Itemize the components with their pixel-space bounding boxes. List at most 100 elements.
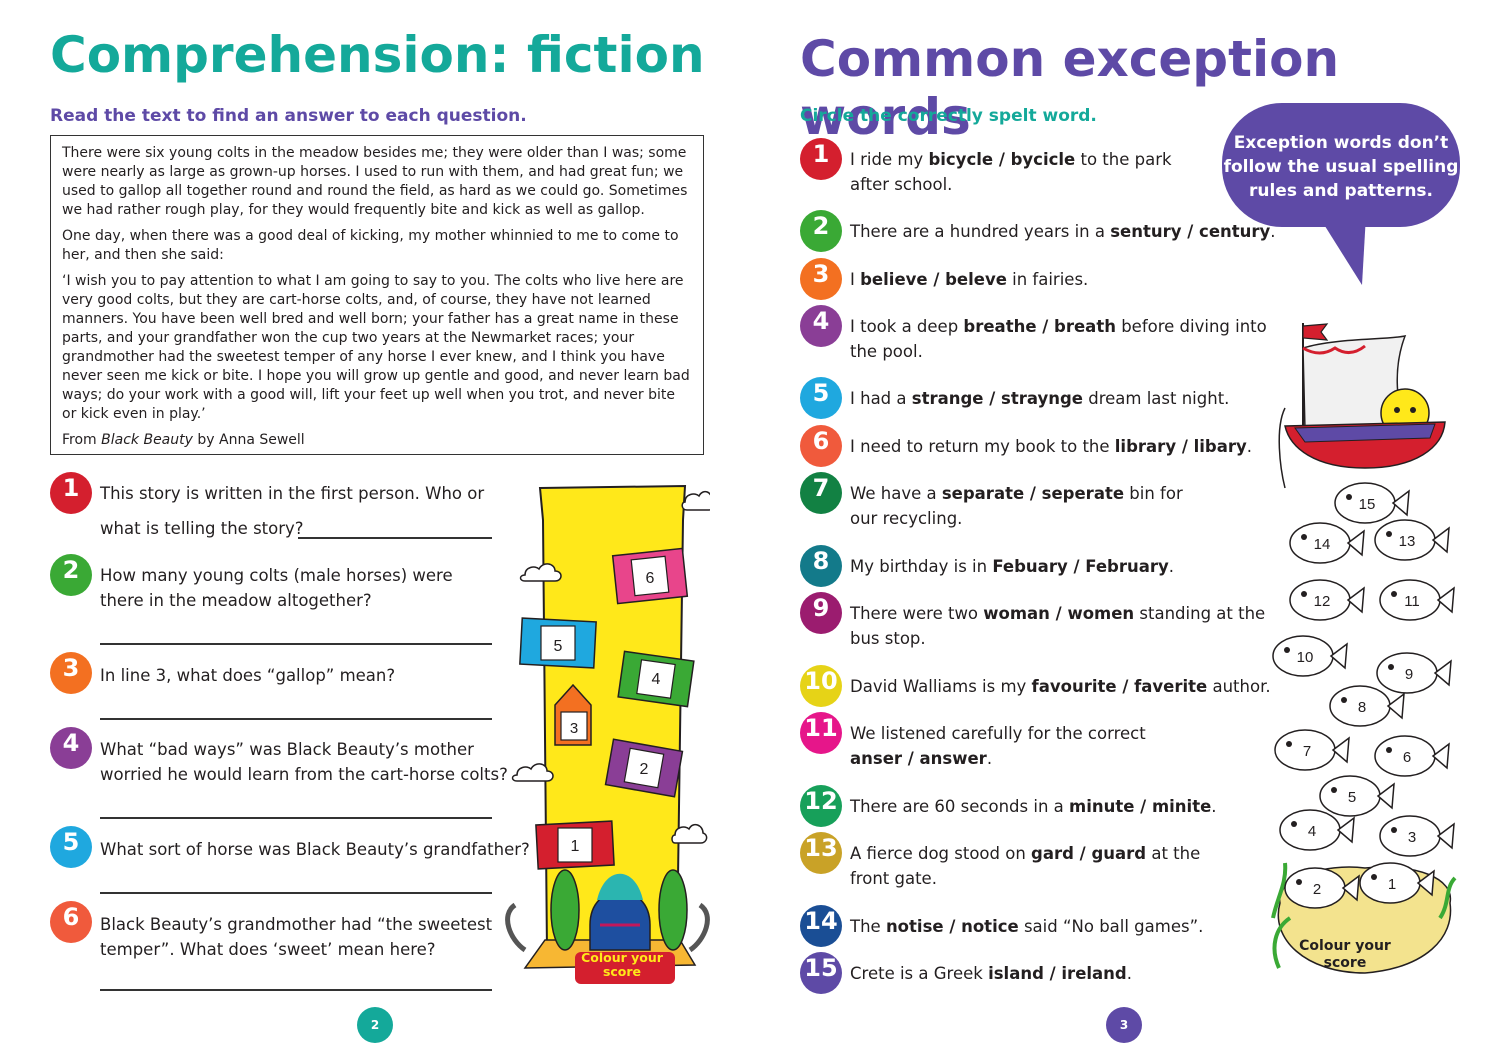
instruction-right: Circle the correctly spelt word. xyxy=(800,106,1097,126)
item-number-badge: 5 xyxy=(800,377,842,419)
fish-number: 14 xyxy=(1314,536,1331,553)
word-option[interactable]: gard xyxy=(1031,844,1074,863)
exception-word-sentence-cont: after school. xyxy=(850,175,953,194)
answer-line[interactable] xyxy=(100,643,492,645)
item-number-badge: 6 xyxy=(800,425,842,467)
exception-word-sentence: Crete is a Greek island / ireland. xyxy=(850,964,1132,983)
fish-score-icon[interactable]: 3 xyxy=(1379,815,1455,857)
answer-line[interactable] xyxy=(100,718,492,720)
fish-score-icon[interactable]: 6 xyxy=(1374,735,1450,777)
exception-word-sentence-cont: the pool. xyxy=(850,342,923,361)
fish-number: 11 xyxy=(1404,593,1420,610)
score-label-left: Colour your score xyxy=(581,950,663,979)
word-option[interactable]: century xyxy=(1199,222,1271,241)
question-number-badge: 3 xyxy=(50,652,92,694)
fish-score-icon[interactable]: 15 xyxy=(1334,482,1410,524)
word-option[interactable]: separate xyxy=(941,484,1025,503)
fish-number: 3 xyxy=(1408,829,1416,846)
word-option[interactable]: woman xyxy=(983,604,1050,623)
answer-line[interactable] xyxy=(100,892,492,894)
question-text: Black Beauty’s grandmother had “the swee… xyxy=(100,915,493,934)
answer-line[interactable] xyxy=(100,817,492,819)
item-number-badge: 8 xyxy=(800,545,842,587)
word-option[interactable]: minite xyxy=(1151,797,1212,816)
exception-word-sentence: There are 60 seconds in a minute / minit… xyxy=(850,797,1217,816)
item-number-badge: 12 xyxy=(800,785,842,827)
word-option[interactable]: library xyxy=(1114,437,1177,456)
fish-score-icon[interactable]: 5 xyxy=(1319,775,1395,817)
fish-number: 8 xyxy=(1358,699,1366,716)
item-number-badge: 4 xyxy=(800,305,842,347)
fish-score-icon[interactable]: 13 xyxy=(1374,519,1450,561)
passage-box: There were six young colts in the meadow… xyxy=(50,135,704,455)
passage-paragraph: There were six young colts in the meadow… xyxy=(62,145,688,218)
fish-score-icon[interactable]: 11 xyxy=(1379,579,1455,621)
fish-score-icon[interactable]: 1 xyxy=(1359,862,1435,904)
word-option[interactable]: breathe xyxy=(963,317,1037,336)
word-option[interactable]: beleve xyxy=(945,270,1007,289)
word-option[interactable]: minute xyxy=(1069,797,1135,816)
fish-score-icon[interactable]: 12 xyxy=(1289,579,1365,621)
word-option[interactable]: women xyxy=(1067,604,1135,623)
exception-word-sentence: A fierce dog stood on gard / guard at th… xyxy=(850,844,1201,863)
word-option[interactable]: notise xyxy=(885,917,944,936)
word-option[interactable]: answer xyxy=(919,749,987,768)
score-number: 3 xyxy=(570,720,578,737)
word-option[interactable]: island xyxy=(988,964,1044,983)
word-option[interactable]: straynge xyxy=(1001,389,1083,408)
page-title-right: Common exception words xyxy=(800,30,1340,146)
word-option[interactable]: guard xyxy=(1091,844,1147,863)
word-option[interactable]: libary xyxy=(1193,437,1247,456)
exception-word-sentence: My birthday is in Febuary / February. xyxy=(850,557,1174,576)
word-option[interactable]: bicycle xyxy=(928,150,994,169)
answer-line[interactable] xyxy=(298,537,492,539)
word-option[interactable]: believe xyxy=(860,270,928,289)
exception-word-sentence: We listened carefully for the correct xyxy=(850,724,1146,743)
exception-word-sentence: There were two woman / women standing at… xyxy=(850,604,1266,623)
score-number: 1 xyxy=(571,838,580,855)
fish-number: 6 xyxy=(1403,749,1411,766)
fish-score-icon[interactable]: 10 xyxy=(1272,635,1348,677)
word-option[interactable]: anser xyxy=(850,749,903,768)
word-option[interactable]: notice xyxy=(961,917,1019,936)
question-text: what is telling the story? xyxy=(100,519,304,538)
fish-number: 5 xyxy=(1348,789,1356,806)
question-text: temper”. What does ‘sweet’ mean here? xyxy=(100,940,436,959)
fish-number: 12 xyxy=(1314,593,1331,610)
question-number-badge: 6 xyxy=(50,901,92,943)
score-number: 4 xyxy=(652,671,661,688)
item-number-badge: 14 xyxy=(800,905,842,947)
fish-score-icon[interactable]: 14 xyxy=(1289,522,1365,564)
passage-paragraph: ‘I wish you to pay attention to what I a… xyxy=(62,273,690,422)
word-option[interactable]: seperate xyxy=(1041,484,1125,503)
word-option[interactable]: Febuary xyxy=(992,557,1068,576)
item-number-badge: 15 xyxy=(800,952,842,994)
word-option[interactable]: breath xyxy=(1054,317,1116,336)
word-option[interactable]: bycicle xyxy=(1010,150,1076,169)
word-option[interactable]: ireland xyxy=(1061,964,1127,983)
score-number: 6 xyxy=(646,570,655,587)
score-number: 2 xyxy=(640,761,649,778)
fish-score-icon[interactable]: 9 xyxy=(1376,652,1452,694)
fish-score-icon[interactable]: 8 xyxy=(1329,685,1405,727)
word-option[interactable]: February xyxy=(1085,557,1169,576)
word-option[interactable]: favourite xyxy=(1031,677,1117,696)
exception-word-sentence: David Walliams is my favourite / faverit… xyxy=(850,677,1271,696)
word-option[interactable]: faverite xyxy=(1134,677,1208,696)
exception-word-sentence-cont: anser / answer. xyxy=(850,749,993,768)
passage-source: From Black Beauty by Anna Sewell xyxy=(62,432,305,448)
item-number-badge: 2 xyxy=(800,210,842,252)
exception-word-sentence-cont: our recycling. xyxy=(850,509,963,528)
word-option[interactable]: strange xyxy=(911,389,984,408)
item-number-badge: 11 xyxy=(800,712,842,754)
fish-score-icon[interactable]: 7 xyxy=(1274,729,1350,771)
fish-score-illustration: 15 14 13 12 11 10 9 8 7 6 5 4 3 2 1 xyxy=(1271,323,1457,974)
word-option[interactable]: sentury xyxy=(1110,222,1182,241)
fish-score-icon[interactable]: 2 xyxy=(1284,867,1360,909)
answer-line[interactable] xyxy=(100,989,492,991)
exception-word-sentence: I need to return my book to the library … xyxy=(850,437,1252,456)
exception-word-sentence: I took a deep breathe / breath before di… xyxy=(850,317,1267,336)
page-number-left: 2 xyxy=(357,1007,393,1043)
fish-score-icon[interactable]: 4 xyxy=(1279,809,1355,851)
page-number-right: 3 xyxy=(1106,1007,1142,1043)
